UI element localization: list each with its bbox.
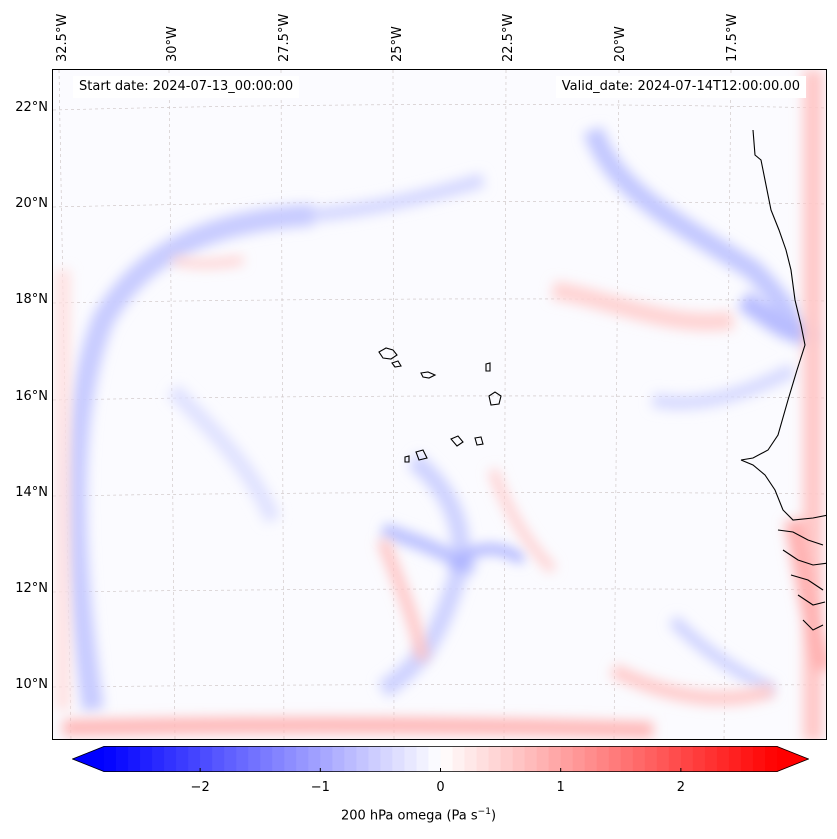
colorbar-segment: [320, 746, 333, 772]
coastline: [740, 129, 826, 631]
colorbar-tick-label: −2: [190, 780, 210, 795]
colorbar-segment: [716, 746, 730, 772]
cape-verde-islands: [378, 347, 502, 463]
positive-omega-regions: [56, 70, 826, 739]
colorbar-segment: [344, 746, 357, 772]
colorbar-segment: [584, 746, 598, 772]
colorbar-segment: [680, 746, 694, 772]
colorbar-segment: [644, 746, 658, 772]
colorbar-outline: [72, 746, 809, 772]
colorbar-segment: [752, 746, 766, 772]
colorbar-segment: [548, 746, 562, 772]
colorbar-segment: [332, 746, 345, 772]
colorbar-segment: [140, 746, 153, 772]
latitude-label: 22°N: [15, 100, 48, 115]
latitude-label: 20°N: [15, 196, 48, 211]
colorbar-tick-label: −1: [310, 780, 330, 795]
valid-date-label: Valid_date: 2024-07-14T12:00:00.00: [555, 76, 806, 98]
colorbar-segment: [728, 746, 742, 772]
colorbar-segment: [152, 746, 165, 772]
colorbar-segment: [464, 746, 478, 772]
colorbar-segment: [368, 746, 382, 772]
colorbar-extend-low: [72, 746, 104, 772]
longitude-label: 20°W: [613, 26, 628, 62]
colorbar-segment: [392, 746, 406, 772]
omega-field-map: [53, 70, 826, 739]
colorbar-segment: [608, 746, 622, 772]
colorbar-segment: [260, 746, 273, 772]
colorbar-segment: [224, 746, 237, 772]
colorbar-segment: [668, 746, 682, 772]
colorbar-segment: [512, 746, 526, 772]
colorbar-extend-high: [777, 746, 809, 772]
colorbar-segment: [740, 746, 754, 772]
latitude-label: 18°N: [15, 292, 48, 307]
colorbar-segment: [164, 746, 177, 772]
latitude-label: 12°N: [15, 581, 48, 596]
colorbar-segment: [428, 746, 442, 772]
colorbar-tick-label: 2: [676, 780, 685, 795]
colorbar-segment: [452, 746, 466, 772]
colorbar-segment: [536, 746, 550, 772]
colorbar-segment: [104, 746, 117, 772]
colorbar: [72, 746, 809, 772]
colorbar-segment: [176, 746, 189, 772]
colorbar-segment: [572, 746, 586, 772]
colorbar-segment: [560, 746, 574, 772]
colorbar-title: 200 hPa omega (Pa s−1): [340, 807, 497, 824]
longitude-label: 17.5°W: [725, 13, 740, 62]
colorbar-segment: [308, 746, 321, 772]
colorbar-segment: [620, 746, 634, 772]
latitude-label: 16°N: [15, 389, 48, 404]
colorbar-segment: [632, 746, 646, 772]
colorbar-segment: [212, 746, 225, 772]
colorbar-segment: [284, 746, 297, 772]
colorbar-segment: [524, 746, 538, 772]
colorbar-segment: [272, 746, 285, 772]
map-panel: Start date: 2024-07-13_00:00:00 Valid_da…: [52, 69, 827, 740]
colorbar-tick-label: 1: [556, 780, 565, 795]
colorbar-segment: [416, 746, 430, 772]
colorbar-segment: [764, 746, 778, 772]
longitude-label: 25°W: [390, 26, 405, 62]
colorbar-segment: [356, 746, 369, 772]
colorbar-segment: [656, 746, 670, 772]
colorbar-segment: [476, 746, 490, 772]
colorbar-segment: [488, 746, 502, 772]
start-date-label: Start date: 2024-07-13_00:00:00: [73, 76, 300, 98]
colorbar-segment: [404, 746, 418, 772]
colorbar-segment: [440, 746, 454, 772]
colorbar-segment: [296, 746, 309, 772]
colorbar-segment: [116, 746, 129, 772]
colorbar-segment: [704, 746, 718, 772]
colorbar-segment: [200, 746, 213, 772]
latitude-label: 14°N: [15, 485, 48, 500]
longitude-label: 22.5°W: [501, 13, 516, 62]
colorbar-segment: [188, 746, 201, 772]
longitude-label: 27.5°W: [277, 13, 292, 62]
colorbar-segment: [380, 746, 394, 772]
colorbar-segment: [248, 746, 261, 772]
latitude-label: 10°N: [15, 677, 48, 692]
longitude-label: 32.5°W: [55, 13, 70, 62]
negative-omega-regions: [64, 126, 818, 712]
colorbar-segment: [692, 746, 706, 772]
colorbar-segment: [596, 746, 610, 772]
colorbar-segment: [500, 746, 514, 772]
longitude-label: 30°W: [165, 26, 180, 62]
colorbar-segment: [128, 746, 141, 772]
colorbar-tick-label: 0: [436, 780, 445, 795]
colorbar-segment: [236, 746, 249, 772]
